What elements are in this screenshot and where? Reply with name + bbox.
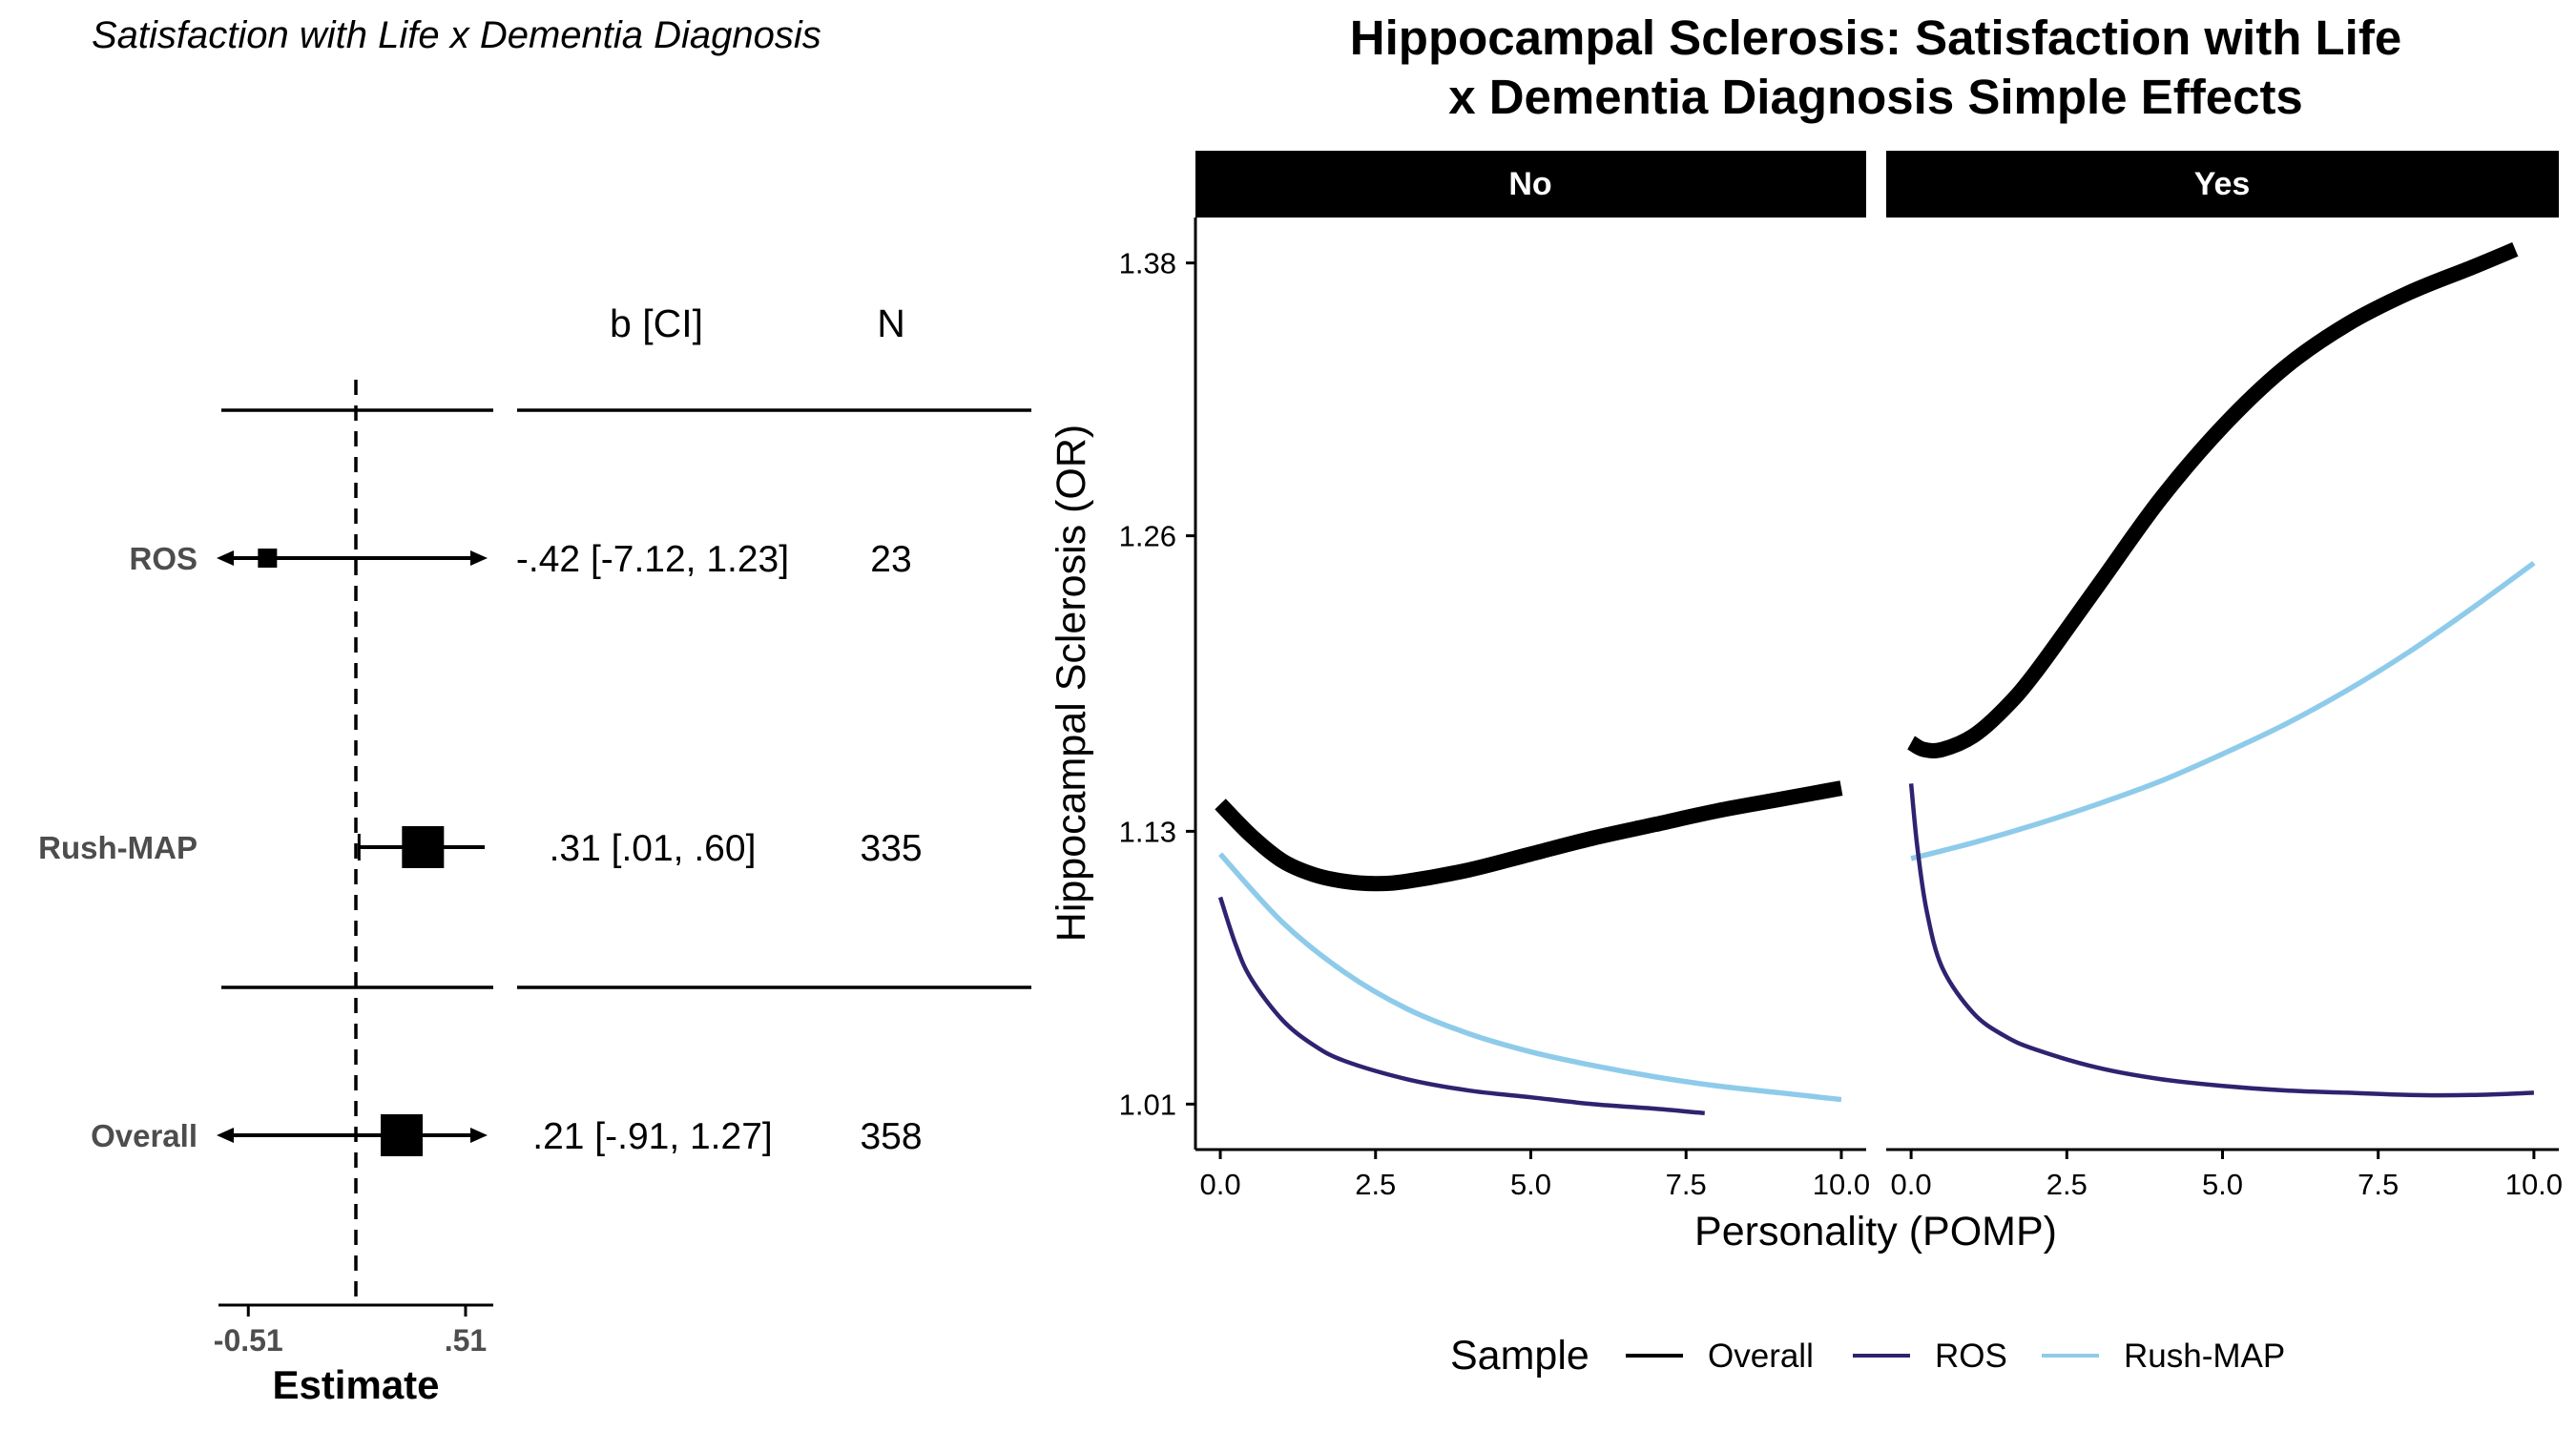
x-tick-label: 0.0: [1199, 1168, 1240, 1201]
series-line-overall-no: [1215, 780, 1843, 892]
x-tick-label: 2.5: [1355, 1168, 1396, 1201]
forest-row-label: Overall: [91, 1118, 197, 1153]
y-tick-label: 1.38: [1119, 247, 1176, 280]
forest-x-axis-title: Estimate: [272, 1362, 439, 1407]
forest-row-rush-map: Rush-MAP .31 [.01, .60] 335: [38, 826, 923, 869]
forest-estimate-text: .31 [.01, .60]: [550, 828, 757, 869]
x-tick-label: 10.0: [2505, 1168, 2563, 1201]
forest-point-estimate: [258, 549, 278, 568]
facet-strip-yes: [1886, 151, 2559, 218]
line-chart: Hippocampal Sclerosis: Satisfaction with…: [1049, 10, 2563, 1379]
series-line-rush-map-no: [1218, 852, 1842, 1103]
x-tick-label: 5.0: [1510, 1168, 1551, 1201]
forest-row-label: Rush-MAP: [38, 830, 197, 865]
series-line-rush-map-yes: [1910, 560, 2536, 861]
legend-title: Sample: [1450, 1333, 1589, 1379]
forest-x-tick-label: -0.51: [214, 1323, 283, 1358]
y-tick-label: 1.26: [1119, 520, 1176, 553]
facet-label-yes: Yes: [2194, 166, 2251, 202]
forest-row-label: ROS: [129, 541, 197, 576]
legend-label-ros: ROS: [1935, 1338, 2007, 1375]
forest-table-clip: [493, 410, 517, 987]
x-tick-label: 7.5: [1666, 1168, 1707, 1201]
line-chart-title-line-2: x Dementia Diagnosis Simple Effects: [1448, 70, 2303, 124]
forest-point-estimate: [402, 826, 445, 868]
x-tick-label: 7.5: [2358, 1168, 2399, 1201]
y-tick-label: 1.01: [1119, 1088, 1176, 1121]
forest-estimate-text: .21 [-.91, 1.27]: [532, 1116, 773, 1157]
forest-ci-arrow-right: [470, 550, 488, 566]
forest-estimate-text: -.42 [-7.12, 1.23]: [516, 539, 789, 580]
forest-title: Satisfaction with Life x Dementia Diagno…: [92, 14, 821, 56]
forest-n-text: 335: [860, 828, 922, 869]
legend-label-rush-map: Rush-MAP: [2124, 1338, 2285, 1375]
forest-row-ros: ROS -.42 [-7.12, 1.23] 23: [129, 539, 911, 580]
legend: Sample Overall ROS Rush-MAP: [1450, 1333, 2285, 1379]
series-line-ros-yes: [1908, 783, 2534, 1098]
forest-n-text: 23: [870, 539, 911, 580]
x-tick-label: 5.0: [2202, 1168, 2243, 1201]
series-line-ros-no: [1217, 896, 1705, 1116]
forest-point-estimate: [381, 1114, 423, 1156]
forest-ci-arrow-right: [470, 1128, 488, 1143]
forest-plot: Satisfaction with Life x Dementia Diagno…: [38, 14, 1031, 1407]
forest-ci-arrow-left: [217, 550, 234, 566]
forest-header-n: N: [877, 301, 905, 345]
x-tick-label: 10.0: [1813, 1168, 1870, 1201]
y-tick-label: 1.13: [1119, 815, 1176, 848]
forest-x-tick-label: .51: [445, 1323, 487, 1358]
series-line-overall-yes: [1906, 241, 2519, 758]
forest-row-overall: Overall .21 [-.91, 1.27] 358: [91, 1114, 923, 1157]
x-tick-label: 2.5: [2046, 1168, 2088, 1201]
legend-label-overall: Overall: [1708, 1338, 1814, 1375]
y-axis-title: Hippocampal Sclerosis (OR): [1049, 425, 1094, 942]
forest-ci-arrow-left: [217, 1128, 234, 1143]
facet-strip-no: [1195, 151, 1866, 218]
forest-n-text: 358: [860, 1116, 922, 1157]
x-tick-label: 0.0: [1891, 1168, 1932, 1201]
forest-header-estimate: b [CI]: [610, 301, 703, 345]
x-axis-title: Personality (POMP): [1694, 1209, 2057, 1255]
line-chart-title-line-1: Hippocampal Sclerosis: Satisfaction with…: [1350, 10, 2401, 65]
facet-label-no: No: [1508, 166, 1551, 202]
